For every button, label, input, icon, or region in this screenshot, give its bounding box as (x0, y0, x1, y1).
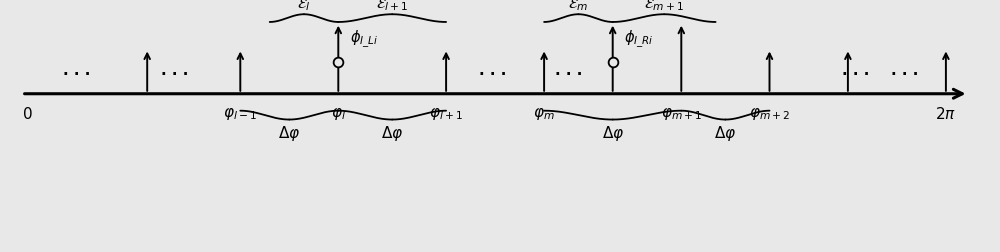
Text: $\mathcal{E}_{m}$: $\mathcal{E}_{m}$ (568, 0, 589, 13)
Text: $\phi_{I\_Li}$: $\phi_{I\_Li}$ (350, 29, 378, 50)
Text: $\mathcal{E}_{l+1}$: $\mathcal{E}_{l+1}$ (376, 0, 408, 13)
Text: · · ·: · · · (63, 67, 90, 82)
Text: $\varphi_{m}$: $\varphi_{m}$ (533, 106, 555, 122)
Text: $\varphi_{l-1}$: $\varphi_{l-1}$ (223, 106, 257, 122)
Text: $\Delta\varphi$: $\Delta\varphi$ (278, 123, 300, 143)
Text: · · ·: · · · (161, 67, 188, 82)
Text: $\varphi_{m+1}$: $\varphi_{m+1}$ (661, 106, 702, 122)
Text: $0$: $0$ (22, 106, 33, 122)
Text: $\Delta\varphi$: $\Delta\varphi$ (381, 123, 403, 143)
Text: · · ·: · · · (891, 67, 918, 82)
Text: · · ·: · · · (479, 67, 507, 82)
Text: $\Delta\varphi$: $\Delta\varphi$ (602, 123, 624, 143)
Text: $\Delta\varphi$: $\Delta\varphi$ (714, 123, 737, 143)
Text: · · ·: · · · (555, 67, 582, 82)
Text: $\varphi_{m+2}$: $\varphi_{m+2}$ (749, 106, 790, 122)
Text: $\phi_{I\_Ri}$: $\phi_{I\_Ri}$ (624, 29, 654, 50)
Text: · · ·: · · · (842, 67, 869, 82)
Text: $\varphi_{l+1}$: $\varphi_{l+1}$ (429, 106, 463, 122)
Text: $\mathcal{E}_{l}$: $\mathcal{E}_{l}$ (297, 0, 311, 13)
Text: $\mathcal{E}_{m+1}$: $\mathcal{E}_{m+1}$ (644, 0, 684, 13)
Text: $2\pi$: $2\pi$ (935, 106, 956, 122)
Text: $\varphi_{l}$: $\varphi_{l}$ (331, 106, 346, 122)
